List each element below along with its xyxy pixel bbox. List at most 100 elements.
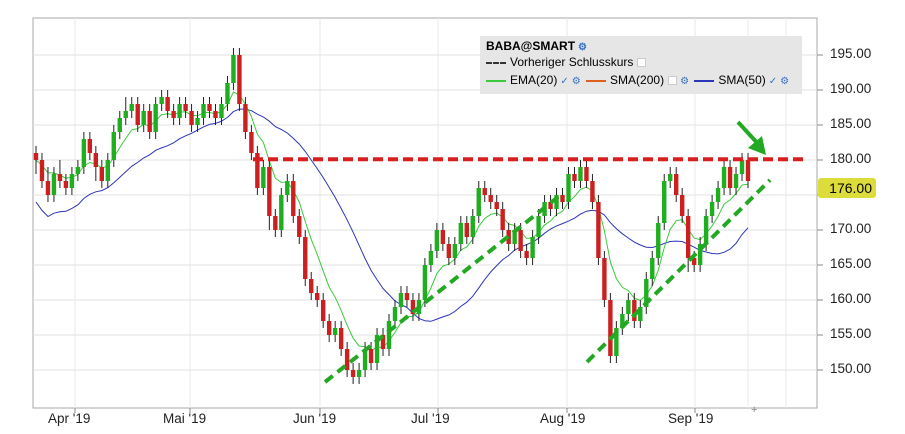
candle-body: [512, 230, 517, 244]
candle-body: [45, 181, 51, 195]
candle-body: [733, 174, 739, 188]
candle-body: [165, 97, 170, 111]
candle-body: [703, 216, 709, 244]
candle-body: [392, 307, 398, 321]
chart-legend: BABA@SMART ⚙ Vorheriger Schlusskurs EMA(2…: [480, 36, 802, 94]
check-icon[interactable]: ✓: [768, 76, 778, 87]
settings-icon[interactable]: ⚙: [780, 76, 790, 87]
candle-body: [596, 202, 601, 258]
candle-body: [524, 251, 529, 258]
candle-body: [470, 216, 475, 237]
candle-body: [578, 167, 583, 181]
y-tick-label: 195.00: [830, 46, 872, 61]
candle-body: [650, 258, 655, 279]
candle-body: [195, 118, 200, 125]
y-tick-label: 170.00: [830, 221, 872, 236]
y-tick-label: 155.00: [830, 326, 872, 341]
end-marker: +: [751, 404, 757, 416]
y-tick-label: 180.00: [830, 151, 872, 166]
candle-body: [75, 167, 81, 174]
trendline-1: [323, 195, 560, 384]
candle-body: [518, 230, 523, 251]
candle-body: [99, 167, 105, 181]
candle-body: [279, 195, 284, 230]
candle-body: [356, 370, 362, 377]
sma200-swatch: [586, 79, 607, 82]
candle-body: [63, 181, 69, 188]
candle-body: [506, 230, 511, 244]
candle-body: [380, 335, 386, 349]
candle-body: [488, 195, 493, 202]
candle-body: [326, 321, 332, 335]
candle-body: [159, 97, 164, 104]
candle-body: [398, 293, 404, 307]
settings-icon[interactable]: ⚙: [578, 42, 587, 53]
candle-body: [685, 216, 691, 258]
candle-body: [715, 188, 721, 202]
candle-body: [33, 153, 39, 160]
candle-body: [590, 181, 595, 202]
candle-body: [87, 139, 93, 153]
candle-body: [482, 188, 487, 195]
settings-icon[interactable]: ⚙: [571, 76, 581, 87]
candle-body: [739, 160, 745, 174]
candle-body: [213, 111, 218, 118]
candle-body: [309, 279, 314, 293]
candle-body: [141, 111, 146, 125]
candle-body: [428, 251, 434, 265]
candle-body: [273, 216, 278, 230]
candle-body: [644, 279, 649, 307]
candle-body: [291, 181, 296, 216]
candle-body: [560, 195, 565, 202]
candle-body: [237, 55, 242, 104]
legend-averages: EMA(20) ✓ ⚙ SMA(200) ⚙ SMA(50) ✓ ⚙: [486, 72, 789, 88]
candle-body: [249, 132, 254, 153]
candle-body: [632, 300, 637, 321]
candle-body: [344, 349, 350, 370]
candle-body: [374, 335, 380, 363]
x-tick-label: Jun '19: [293, 411, 337, 426]
toggle-square-icon[interactable]: [668, 76, 678, 86]
check-icon[interactable]: ✓: [560, 76, 569, 87]
x-tick-label: Sep '19: [668, 411, 714, 426]
candle-body: [93, 153, 99, 167]
candle-body: [69, 174, 75, 188]
toggle-square-icon[interactable]: [637, 58, 647, 68]
candle-body: [656, 223, 661, 258]
candle-body: [338, 328, 344, 349]
candle-body: [243, 104, 248, 132]
y-tick-label: 165.00: [830, 256, 872, 271]
candle-body: [614, 328, 619, 356]
candle-body: [566, 174, 571, 202]
settings-icon[interactable]: ⚙: [680, 76, 690, 87]
candle-body: [626, 300, 631, 314]
y-tick-label: 185.00: [830, 116, 872, 131]
x-tick-label: Aug '19: [540, 411, 586, 426]
y-tick-label: 150.00: [830, 361, 872, 376]
candle-body: [350, 370, 356, 377]
candle-body: [500, 209, 505, 230]
candle-body: [81, 139, 87, 167]
candle-body: [219, 104, 224, 118]
candle-body: [620, 314, 625, 328]
candle-body: [476, 188, 481, 216]
trendline-2: [585, 178, 772, 364]
candle-body: [153, 104, 158, 132]
candle-body: [332, 328, 338, 335]
candle-body: [721, 167, 727, 188]
candle-body: [183, 104, 188, 111]
candle-body: [727, 167, 733, 188]
candle-body: [231, 55, 236, 83]
candle-body: [422, 265, 428, 300]
candle-body: [303, 237, 308, 279]
candle-body: [285, 181, 290, 195]
candle-body: [572, 174, 577, 181]
candle-body: [177, 104, 182, 118]
candle-body: [315, 293, 320, 300]
legend-title: BABA@SMART ⚙: [486, 39, 587, 53]
annotations: +: [253, 120, 808, 416]
candle-body: [446, 244, 452, 258]
candle-body: [171, 111, 176, 118]
ema-swatch: [486, 79, 506, 82]
candle-body: [105, 160, 110, 181]
